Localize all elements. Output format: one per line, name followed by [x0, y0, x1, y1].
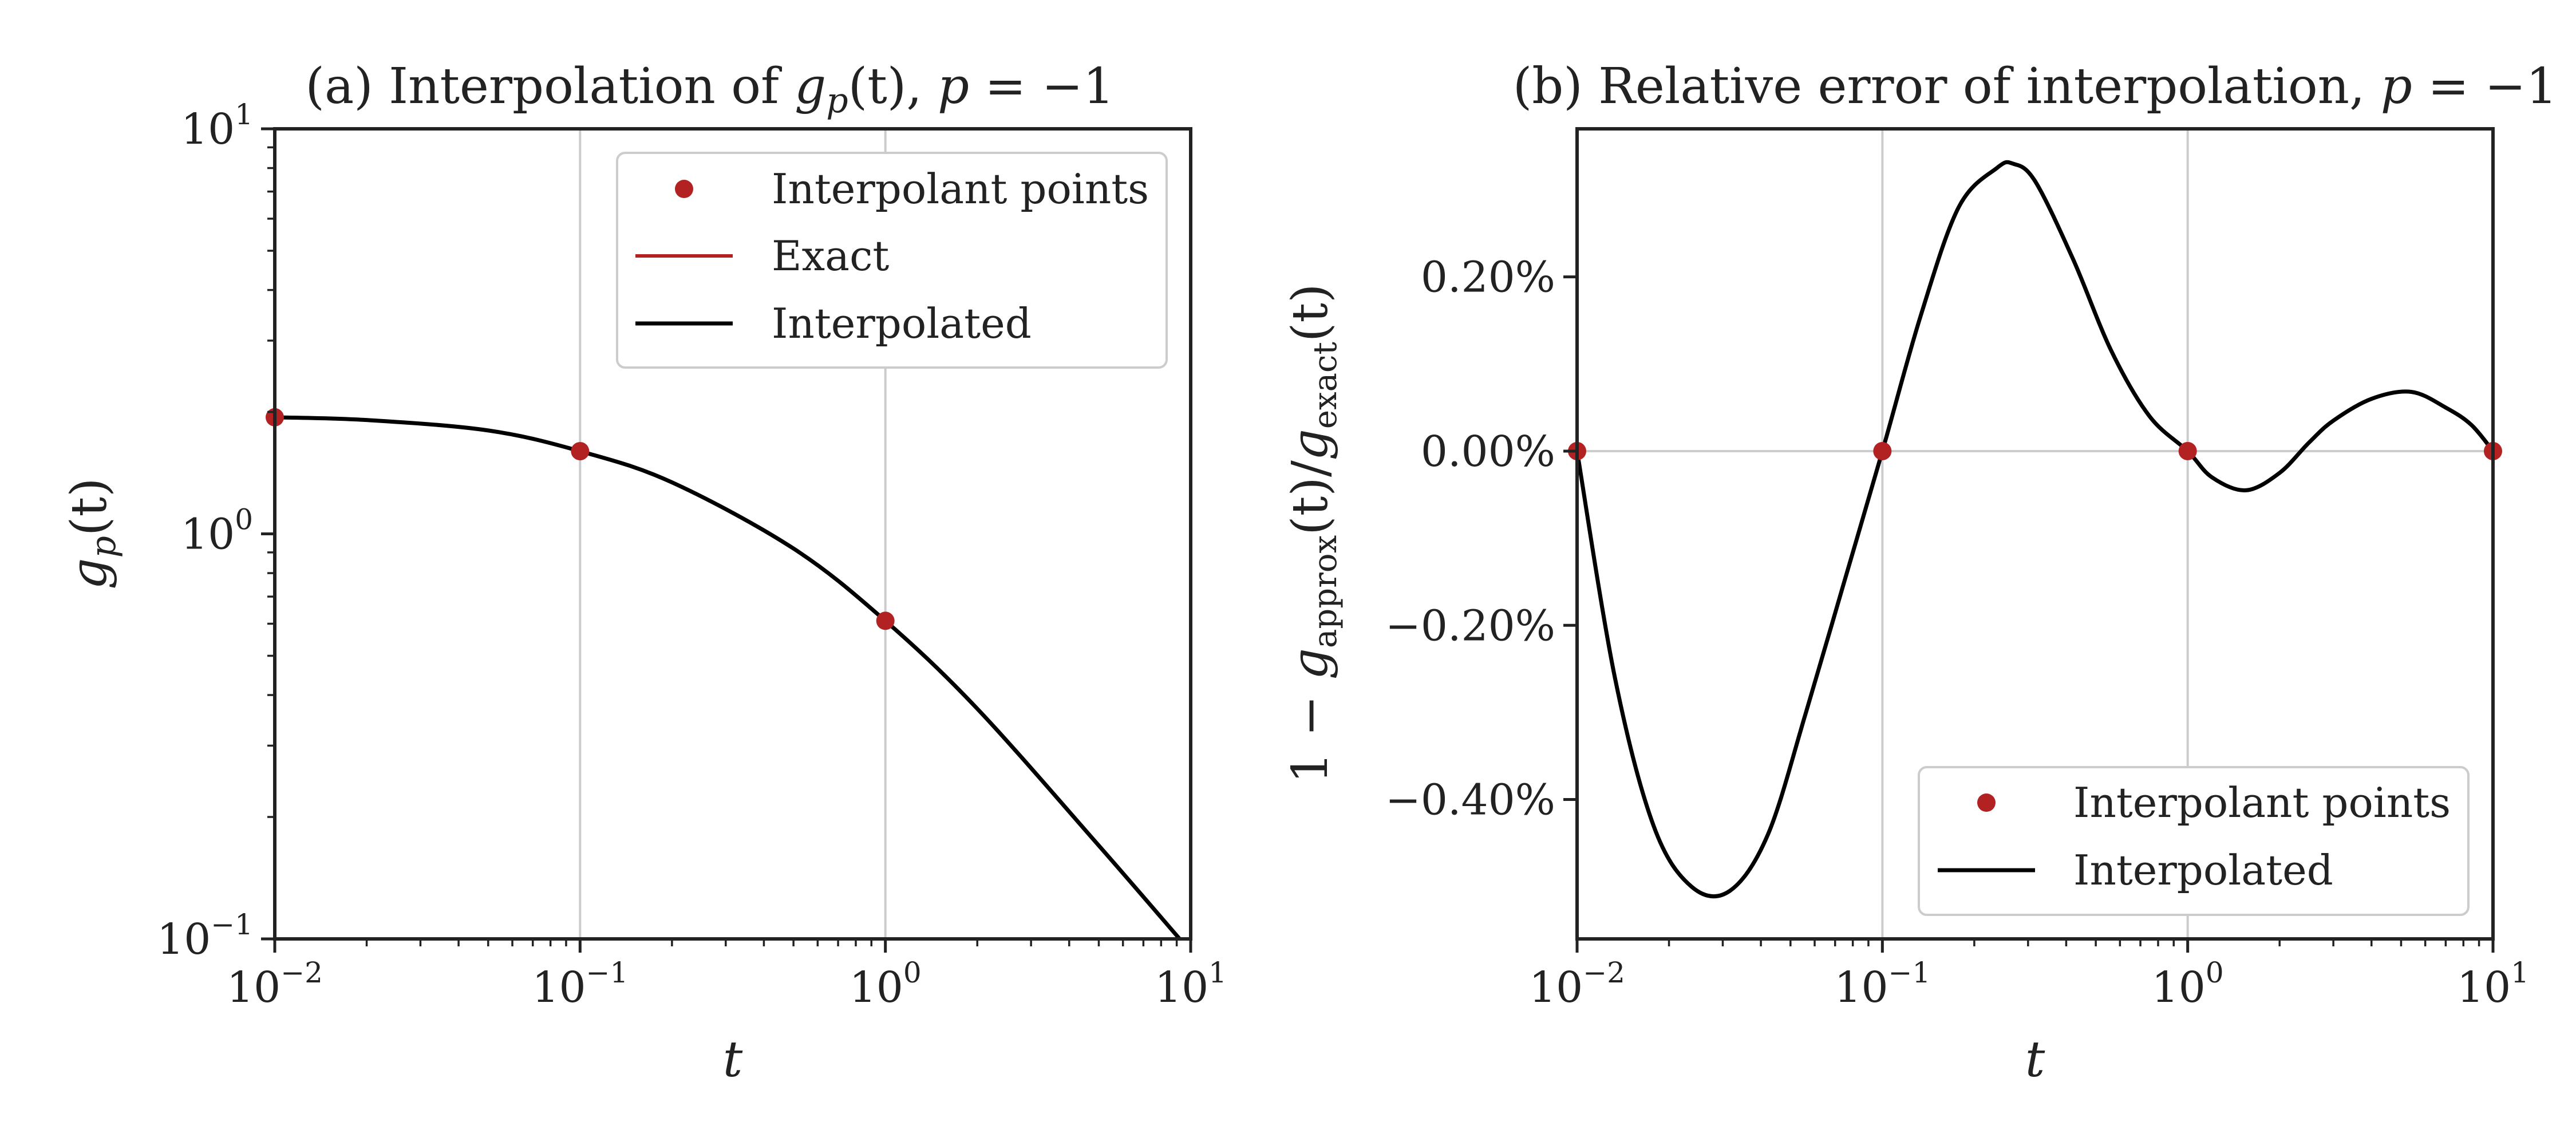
panel-b-ytick-label: 0.20% — [1421, 253, 1555, 302]
panel-a-xtick-label: 100 — [850, 956, 922, 1012]
panel-b-series-1-line — [1575, 160, 2495, 899]
legend-a-label-interp: Interpolated — [772, 299, 1032, 348]
panel-b-xlabel: t — [2025, 1031, 2045, 1088]
panel-b-ytick-label: 0.00% — [1421, 427, 1555, 476]
legend-b-marker-points — [1977, 793, 1996, 812]
panel-b-ylabel: 1 − gapprox(t)/gexact(t) — [1282, 283, 1344, 783]
panel-a-interpolant-point — [571, 442, 590, 461]
panel-a-curves — [274, 415, 1182, 941]
panel-b-legend-box — [1918, 766, 2470, 916]
panel-b-interpolant-point — [1873, 441, 1892, 460]
legend-b-label-points: Interpolant points — [2073, 779, 2451, 827]
legend-a-label-points: Interpolant points — [772, 165, 1149, 213]
panel-a-legend-box — [616, 152, 1168, 369]
panel-a-series-2-line — [274, 415, 1182, 941]
panel-a-xtick-label: 10−1 — [532, 956, 628, 1012]
panel-a-ytick-label: 10−1 — [157, 908, 253, 964]
panel-a-legend: Interpolant points Exact Interpolated — [616, 152, 1168, 369]
legend-a-label-exact: Exact — [772, 232, 889, 280]
panel-a-xtick-label: 101 — [1155, 956, 1227, 1012]
panel-b-curves — [1575, 160, 2495, 899]
panel-a-xlabel: t — [723, 1031, 743, 1088]
legend-a-marker-points — [675, 180, 693, 198]
panel-b-interpolant-point — [2178, 441, 2197, 460]
panel-b-xtick-label: 100 — [2152, 956, 2224, 1012]
panel-a-title: (a) Interpolation of gp(t), p = −1 — [305, 58, 1114, 121]
panel-b-ytick-label: −0.20% — [1385, 601, 1555, 650]
panel-b-xtick-label: 101 — [2457, 956, 2529, 1012]
panel-b-xtick-label: 10−2 — [1529, 956, 1625, 1012]
panel-a-series-1-line — [274, 415, 1181, 940]
panel-a-ylabel: gp(t) — [61, 477, 124, 589]
panel-b-ytick-label: −0.40% — [1385, 776, 1555, 825]
panel-a-ytick-label: 100 — [181, 503, 253, 559]
panel-b-xtick-label: 10−1 — [1834, 956, 1930, 1012]
legend-b-label-interp: Interpolated — [2073, 846, 2333, 894]
panel-a-ytick-label: 101 — [181, 98, 253, 154]
panel-b-tick-labels: 10−2 10−1 100 101 0.20% 0.00% −0.20% −0.40% — [1385, 253, 2529, 1012]
panel-b-legend: Interpolant points Interpolated — [1918, 766, 2470, 916]
panel-b-ticks — [1563, 275, 2495, 953]
panel-b-title: (b) Relative error of interpolation, p =… — [1513, 58, 2558, 115]
panel-a-interpolant-point — [876, 611, 895, 630]
panel-b-frame — [1575, 127, 2495, 941]
panel-a-xtick-label: 10−2 — [227, 956, 323, 1012]
panel-b: 10−2 10−1 100 101 0.20% 0.00% −0.20% −0.40% (b)… — [1282, 58, 2557, 1088]
panel-a-ticks — [261, 127, 1192, 953]
